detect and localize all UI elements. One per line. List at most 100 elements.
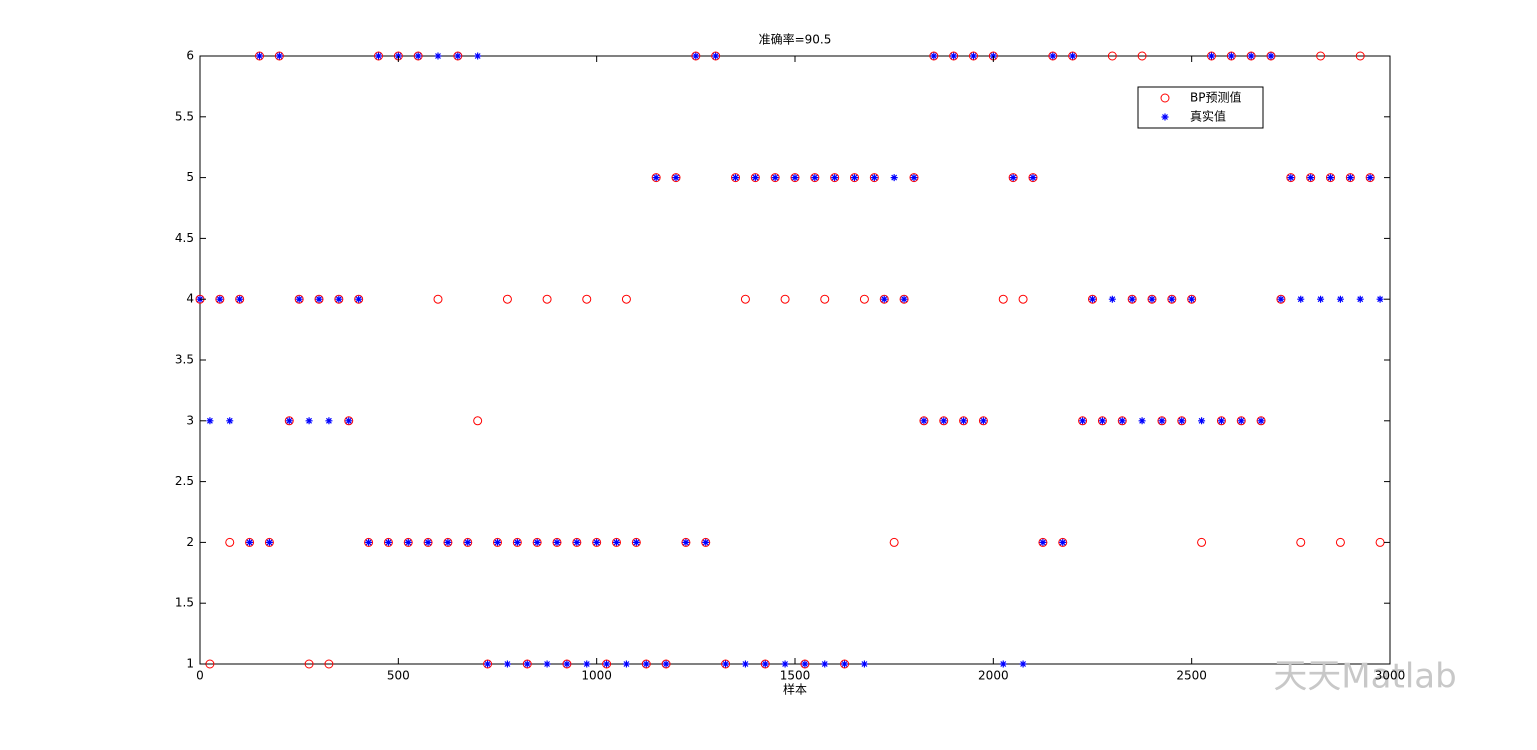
y-tick-label: 5 <box>186 170 194 184</box>
point <box>245 537 255 547</box>
point <box>274 51 284 61</box>
point <box>820 294 830 304</box>
point <box>1197 537 1207 547</box>
point <box>1049 52 1057 60</box>
legend-marker <box>1160 93 1170 103</box>
point <box>1277 295 1285 303</box>
point <box>1306 173 1316 183</box>
y-tick-label: 3 <box>186 413 194 427</box>
y-tick-label: 4.5 <box>175 231 194 245</box>
point <box>741 660 749 668</box>
point <box>1267 52 1275 60</box>
legend-label: BP预测值 <box>1190 90 1241 105</box>
point <box>851 174 858 182</box>
point <box>662 660 670 668</box>
point <box>632 538 640 546</box>
point <box>354 294 364 304</box>
point <box>641 659 651 669</box>
point <box>900 295 908 303</box>
y-tick-label: 2 <box>186 535 194 549</box>
point <box>1188 295 1196 303</box>
point <box>1128 295 1136 303</box>
point <box>1345 173 1355 183</box>
point <box>403 537 413 547</box>
point <box>1158 417 1166 425</box>
x-tick-label: 2000 <box>978 669 1009 683</box>
point <box>750 173 760 183</box>
point <box>325 417 333 425</box>
point <box>1316 51 1326 61</box>
point <box>1256 416 1266 426</box>
point <box>830 173 840 183</box>
point <box>1187 294 1197 304</box>
point <box>1366 174 1374 182</box>
point <box>602 659 612 669</box>
point <box>593 538 601 546</box>
point <box>1138 417 1146 425</box>
point <box>503 660 511 668</box>
point <box>1365 173 1375 183</box>
point <box>1376 295 1384 303</box>
point <box>483 659 493 669</box>
point <box>860 660 868 668</box>
x-tick-label: 500 <box>387 669 410 683</box>
x-tick-label: 0 <box>196 669 204 683</box>
point <box>880 295 888 303</box>
y-tick-label: 1.5 <box>175 596 194 610</box>
point <box>960 417 968 425</box>
point <box>265 538 273 546</box>
point <box>463 537 473 547</box>
point <box>731 173 740 183</box>
point <box>1097 416 1107 426</box>
point <box>780 294 790 304</box>
point <box>1168 295 1176 303</box>
y-tick-label: 1 <box>186 657 194 671</box>
point <box>1336 295 1344 303</box>
point <box>920 417 928 425</box>
point <box>1098 417 1106 425</box>
point <box>840 659 850 669</box>
point <box>1038 537 1048 547</box>
point <box>1058 537 1068 547</box>
point <box>732 174 739 182</box>
point <box>314 294 324 304</box>
point <box>930 52 938 60</box>
point <box>1216 416 1226 426</box>
point <box>1009 174 1017 182</box>
point <box>692 52 700 60</box>
point <box>433 294 443 304</box>
point <box>1355 51 1365 61</box>
point <box>1327 174 1334 182</box>
point <box>235 294 245 304</box>
point <box>850 173 859 183</box>
point <box>365 538 373 546</box>
point <box>949 51 959 61</box>
point <box>1227 52 1235 60</box>
point <box>592 537 602 547</box>
point <box>939 416 949 426</box>
point <box>474 52 482 60</box>
point <box>413 51 423 61</box>
point <box>603 660 611 668</box>
point <box>781 660 789 668</box>
point <box>1217 417 1225 425</box>
point <box>1198 417 1206 425</box>
point <box>969 51 978 61</box>
point <box>1257 417 1265 425</box>
point <box>552 537 562 547</box>
point <box>998 294 1008 304</box>
point <box>1118 417 1126 425</box>
point <box>512 537 522 547</box>
point <box>324 659 334 669</box>
point <box>1068 51 1078 61</box>
point <box>1287 174 1295 182</box>
point <box>1237 417 1245 425</box>
chart-title: 准确率=90.5 <box>759 32 832 47</box>
point <box>375 52 382 60</box>
point <box>959 416 969 426</box>
point <box>790 173 800 183</box>
point <box>671 173 681 183</box>
point <box>621 294 631 304</box>
